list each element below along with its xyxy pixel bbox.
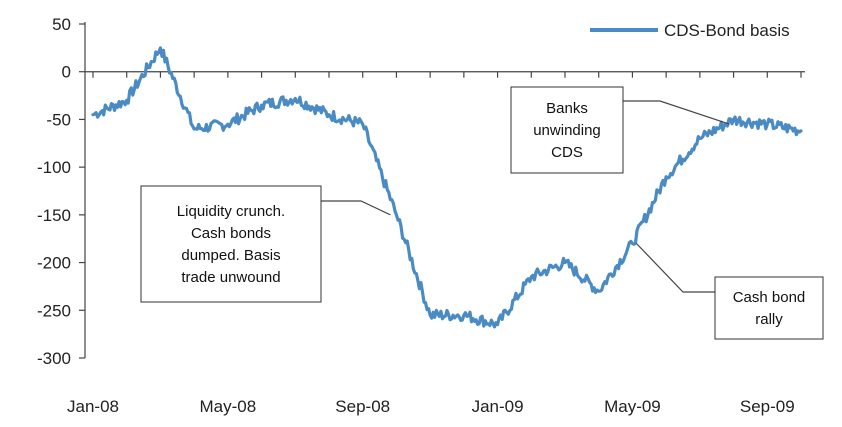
- annotation-text: Cash bond: [733, 289, 806, 306]
- legend-label: CDS-Bond basis: [664, 21, 790, 40]
- y-tick-label: -150: [37, 206, 71, 225]
- annotation-text: trade unwound: [181, 269, 280, 286]
- y-tick-label: 50: [52, 15, 71, 34]
- annotation-leader-line: [635, 243, 715, 293]
- series-layer: [91, 46, 803, 329]
- annotation-2: Banks unwinding CDS: [510, 86, 730, 174]
- x-tick-label: Jan-08: [67, 397, 119, 416]
- x-tick-label: May-09: [604, 397, 661, 416]
- y-tick-label: -300: [37, 349, 71, 368]
- x-tick-label: Sep-09: [740, 397, 795, 416]
- series-line-cds-bond-basis: [91, 46, 803, 329]
- x-tick-label: Jan-09: [472, 397, 524, 416]
- x-tick-label: May-08: [200, 397, 257, 416]
- annotation-leader-line: [623, 100, 730, 125]
- y-tick-label: 0: [62, 63, 71, 82]
- chart-axes: [84, 22, 805, 358]
- annotation-text: rally: [755, 311, 783, 328]
- annotation-text: Liquidity crunch.: [177, 203, 285, 220]
- x-axis-ticks: Jan-08 May-08 Sep-08 Jan-09 May-09 Sep-09: [67, 71, 802, 416]
- y-axis-ticks: 50 0 -50 -100 -150 -200 -250 -300: [37, 15, 85, 368]
- y-tick-label: -50: [46, 110, 71, 129]
- annotation-box: [714, 276, 824, 340]
- annotation-text: CDS: [551, 144, 583, 161]
- annotation-text: Cash bonds: [191, 225, 271, 242]
- y-tick-label: -100: [37, 158, 71, 177]
- annotation-text: dumped. Basis: [181, 247, 280, 264]
- annotation-text: Banks: [546, 100, 588, 117]
- x-tick-label: Sep-08: [335, 397, 390, 416]
- annotation-box: [140, 185, 322, 303]
- annotation-box: [510, 86, 624, 174]
- y-tick-label: -250: [37, 301, 71, 320]
- annotation-text: unwinding: [533, 122, 601, 139]
- annotation-1: Liquidity crunch. Cash bonds dumped. Basis…: [140, 185, 391, 303]
- annotations-layer: Liquidity crunch. Cash bonds dumped. Basis…: [140, 86, 824, 340]
- legend: CDS-Bond basis: [590, 21, 790, 40]
- annotation-3: Cash bond rally: [635, 243, 824, 340]
- annotation-leader-line: [321, 200, 391, 216]
- y-tick-label: -200: [37, 254, 71, 273]
